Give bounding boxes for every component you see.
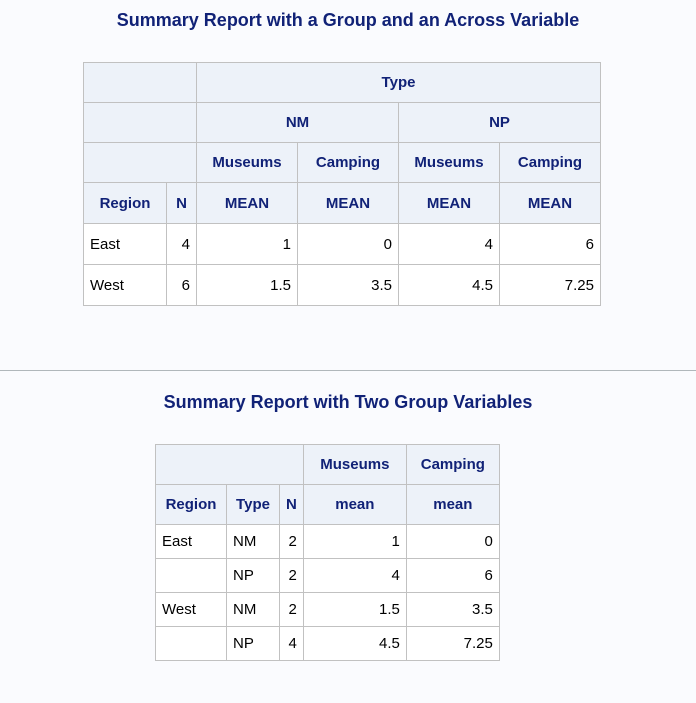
cell-region	[155, 626, 227, 661]
header-col-type: Type	[226, 484, 280, 525]
cell-n: 6	[166, 265, 196, 305]
table-row: West NM 2 1.5 3.5	[155, 592, 500, 627]
cell-region: East	[155, 524, 227, 559]
report-title: Summary Report with a Group and an Acros…	[116, 10, 580, 30]
region-n-subtable: Region N	[84, 183, 196, 223]
header-row-columns: Museums Camping	[155, 444, 500, 485]
cell-value: 3.5	[405, 592, 500, 627]
header-stat: mean	[302, 484, 407, 525]
header-stat: MEAN	[196, 182, 298, 224]
table-row: NP 4 4.5 7.25	[155, 626, 500, 661]
header-empty-cell	[83, 102, 197, 143]
cell-n: 2	[279, 524, 304, 559]
header-col-region: Region	[84, 183, 167, 223]
header-col-region: Region	[155, 484, 227, 525]
header-stat: MEAN	[398, 182, 500, 224]
table-row: East 4 1 0 4 6	[83, 223, 601, 265]
header-empty-cell	[83, 142, 197, 183]
cell-value: 1.5	[196, 264, 298, 306]
cell-type: NP	[226, 558, 280, 593]
header-stat: MEAN	[297, 182, 399, 224]
header-col-n: N	[279, 484, 304, 525]
header-group-nm: NM	[196, 102, 399, 143]
cell-value: 4.5	[302, 626, 407, 661]
cell-type: NP	[226, 626, 280, 661]
cell-region: East	[84, 224, 167, 264]
cell-n: 4	[166, 224, 196, 264]
header-group-np: NP	[398, 102, 601, 143]
cell-value: 3.5	[297, 264, 399, 306]
header-col-museums: Museums	[302, 444, 407, 485]
summary-table-groups: Museums Camping Region Type N mean mean …	[155, 444, 500, 661]
header-empty-cell	[83, 62, 197, 103]
region-n-subtable: West 6	[84, 265, 196, 305]
cell-n: 4	[279, 626, 304, 661]
region-n-cell: East 4	[83, 223, 197, 265]
cell-value: 4	[302, 558, 407, 593]
cell-value: 0	[297, 223, 399, 265]
header-col-camping: Camping	[499, 142, 601, 183]
header-region-n-cell: Region N	[83, 182, 197, 224]
cell-type: NM	[226, 592, 280, 627]
table-row: East NM 2 1 0	[155, 524, 500, 559]
header-row-stats: Region N MEAN MEAN MEAN MEAN	[83, 182, 601, 224]
cell-n: 2	[279, 592, 304, 627]
cell-value: 6	[499, 223, 601, 265]
cell-value: 7.25	[499, 264, 601, 306]
region-n-subtable: East 4	[84, 224, 196, 264]
header-row-groups: NM NP	[83, 102, 601, 143]
cell-value: 1	[196, 223, 298, 265]
cell-value: 4	[398, 223, 500, 265]
cell-n: 2	[279, 558, 304, 593]
cell-value: 1	[302, 524, 407, 559]
cell-value: 4.5	[398, 264, 500, 306]
region-n-cell: West 6	[83, 264, 197, 306]
header-col-camping: Camping	[405, 444, 500, 485]
table-row: West 6 1.5 3.5 4.5 7.25	[83, 264, 601, 306]
cell-value: 6	[405, 558, 500, 593]
header-col-n: N	[166, 183, 196, 223]
header-empty-cell	[155, 444, 304, 485]
table-row: NP 2 4 6	[155, 558, 500, 593]
header-col-museums: Museums	[398, 142, 500, 183]
header-row-across-var: Type	[83, 62, 601, 103]
cell-value: 0	[405, 524, 500, 559]
header-row-stats: Region Type N mean mean	[155, 484, 500, 525]
header-col-camping: Camping	[297, 142, 399, 183]
header-col-museums: Museums	[196, 142, 298, 183]
cell-region: West	[84, 265, 167, 305]
summary-table-across: Type NM NP Museums Camping Museums Campi…	[83, 62, 601, 306]
cell-value: 7.25	[405, 626, 500, 661]
section-divider	[0, 370, 696, 371]
header-stat: MEAN	[499, 182, 601, 224]
cell-value: 1.5	[302, 592, 407, 627]
header-across-var: Type	[196, 62, 601, 103]
cell-type: NM	[226, 524, 280, 559]
header-stat: mean	[405, 484, 500, 525]
cell-region	[155, 558, 227, 593]
cell-region: West	[155, 592, 227, 627]
header-row-subcolumns: Museums Camping Museums Camping	[83, 142, 601, 183]
report-title: Summary Report with Two Group Variables	[163, 392, 533, 412]
